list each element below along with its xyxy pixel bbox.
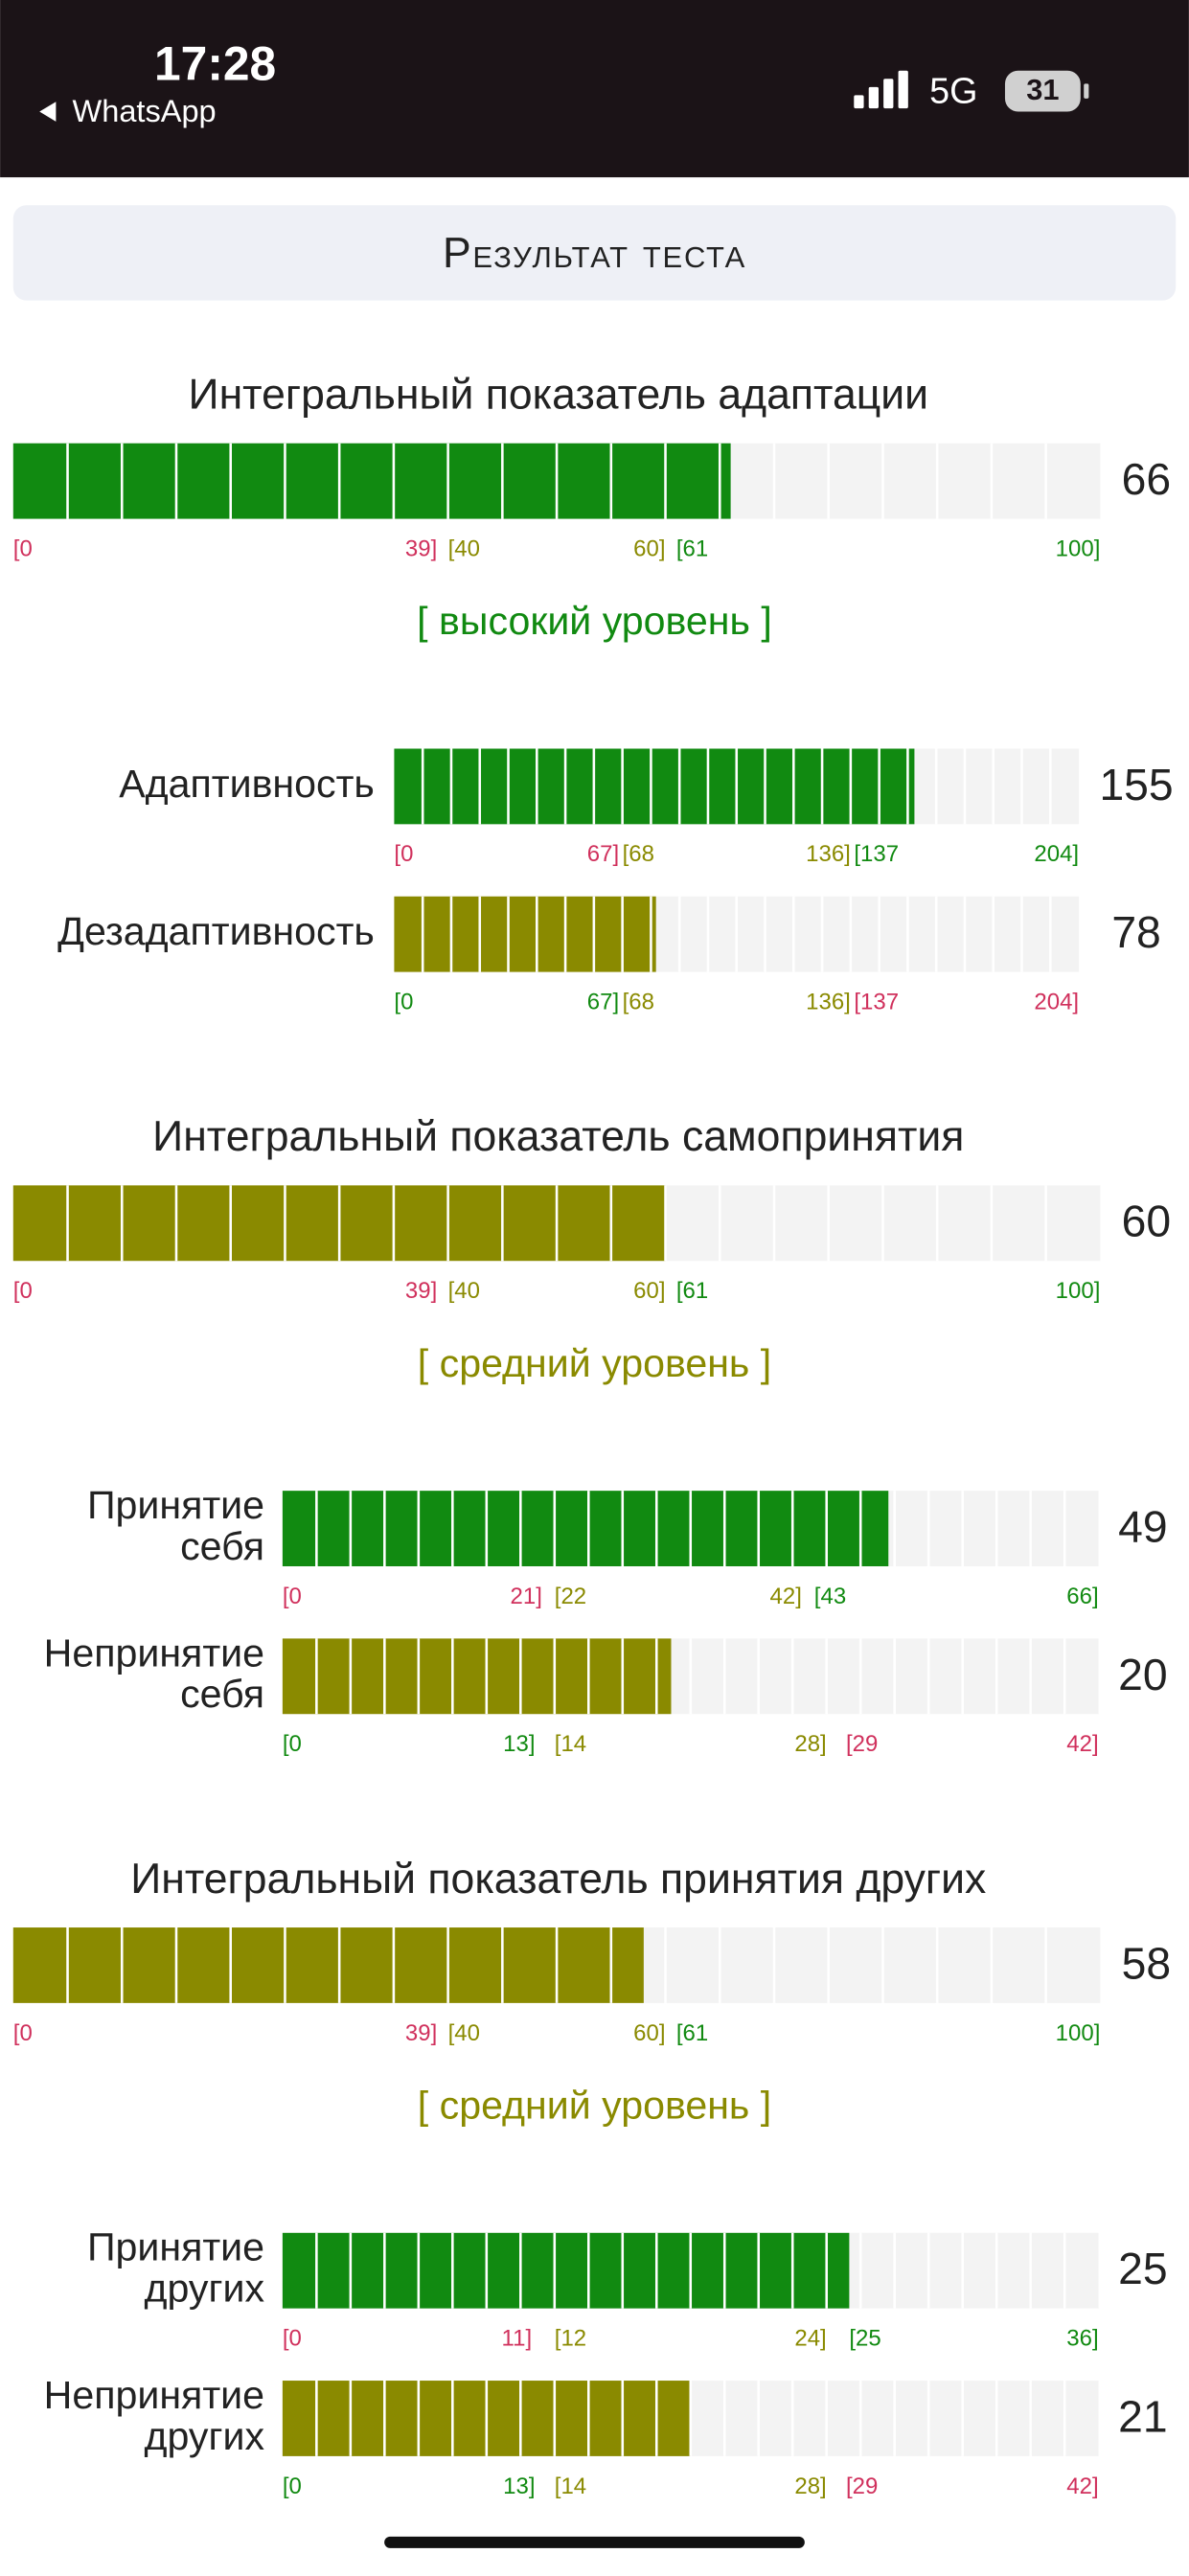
zone-start-label: [14 <box>555 1731 586 1757</box>
score-value: 155 <box>1099 760 1173 809</box>
zone-start-label: [0 <box>13 2020 33 2046</box>
subscale-label: себя <box>180 1672 264 1716</box>
battery-icon <box>1004 70 1081 112</box>
zone-end-label: 100] <box>1056 2020 1101 2046</box>
zone-start-label: [0 <box>283 2473 302 2499</box>
zone-start-label: [61 <box>676 1278 708 1304</box>
bar-fill <box>394 896 656 972</box>
zone-start-label: [61 <box>676 536 708 561</box>
zone-start-label: [29 <box>846 2473 878 2499</box>
subscale-label: Принятие <box>87 1483 264 1527</box>
zone-end-label: 13] <box>503 2473 535 2499</box>
zone-start-label: [68 <box>623 841 654 867</box>
score-value: 60 <box>1122 1197 1171 1246</box>
zone-start-label: [0 <box>283 1584 302 1609</box>
header-title: Результат теста <box>443 230 746 277</box>
zone-end-label: 60] <box>633 2020 665 2046</box>
zone-start-label: [25 <box>849 2326 880 2352</box>
header-box <box>12 205 1177 301</box>
subscale-label: Принятие <box>87 2225 264 2269</box>
zone-start-label: [0 <box>13 1278 33 1304</box>
zone-start-label: [0 <box>283 2326 302 2352</box>
zone-end-label: 11] <box>502 2326 533 2352</box>
bar-fill <box>282 1491 889 1566</box>
zone-end-label: 28] <box>794 1731 826 1757</box>
zone-end-label: 13] <box>503 1731 535 1757</box>
zone-start-label: [14 <box>555 2473 586 2499</box>
zone-end-label: 136] <box>806 989 851 1014</box>
zone-end-label: 66] <box>1066 1584 1098 1609</box>
zone-end-label: 36] <box>1066 2326 1098 2352</box>
zone-start-label: [137 <box>854 989 899 1014</box>
home-indicator <box>384 2536 805 2548</box>
subscale-label: Дезадаптивность <box>57 909 375 953</box>
zone-start-label: [0 <box>394 989 413 1014</box>
back-arrow[interactable] <box>39 102 57 122</box>
zone-end-label: 60] <box>633 536 665 561</box>
zone-start-label: [137 <box>854 841 899 867</box>
bar-fill <box>282 1638 672 1715</box>
score-value: 20 <box>1118 1650 1167 1699</box>
zone-end-label: 42] <box>770 1584 802 1609</box>
zone-start-label: [29 <box>846 1731 878 1757</box>
zone-start-label: [40 <box>448 2020 480 2046</box>
level-text: [ средний уровень ] <box>418 1341 771 1385</box>
zone-end-label: 24] <box>794 2326 826 2352</box>
subscale-label: себя <box>180 1524 264 1568</box>
zone-end-label: 42] <box>1066 1731 1098 1757</box>
subscale-label: других <box>145 2414 265 2458</box>
bar-fill <box>394 748 915 825</box>
zone-end-label: 39] <box>405 536 437 561</box>
bar-fill <box>282 2232 850 2309</box>
zone-end-label: 39] <box>405 2020 437 2046</box>
subscale-label: других <box>145 2267 265 2311</box>
zone-end-label: 39] <box>405 1278 437 1304</box>
section-title: Интегральный показатель адаптации <box>189 372 928 419</box>
back-app[interactable]: WhatsApp <box>73 94 217 128</box>
zone-end-label: 67] <box>587 841 619 867</box>
section-title: Интегральный показатель принятия других <box>130 1856 986 1903</box>
zone-end-label: 42] <box>1066 2473 1098 2499</box>
score-value: 49 <box>1118 1502 1167 1552</box>
score-value: 66 <box>1122 454 1171 504</box>
zone-start-label: [22 <box>555 1584 586 1609</box>
zone-end-label: 28] <box>794 2473 826 2499</box>
zone-start-label: [40 <box>448 1278 480 1304</box>
battery-level: 31 <box>1026 73 1059 106</box>
subscale-label: Непринятие <box>44 1630 264 1675</box>
signal-icon <box>854 70 908 109</box>
zone-start-label: [68 <box>623 989 654 1014</box>
zone-end-label: 204] <box>1034 989 1079 1014</box>
zone-start-label: [0 <box>283 1731 302 1757</box>
zone-end-label: 100] <box>1056 1278 1101 1304</box>
zone-end-label: 100] <box>1056 536 1101 561</box>
zone-start-label: [0 <box>13 536 33 561</box>
zone-end-label: 21] <box>511 1584 542 1609</box>
level-text: [ высокий уровень ] <box>417 599 772 643</box>
zone-start-label: [40 <box>448 536 480 561</box>
zone-end-label: 60] <box>633 1278 665 1304</box>
score-value: 21 <box>1118 2391 1167 2441</box>
section-title: Интегральный показатель самопринятия <box>152 1113 964 1160</box>
zone-start-label: [12 <box>555 2326 586 2352</box>
zone-end-label: 204] <box>1034 841 1079 867</box>
zone-end-label: 67] <box>587 989 619 1014</box>
network: 5G <box>929 71 977 111</box>
score-value: 25 <box>1118 2244 1167 2293</box>
level-text: [ средний уровень ] <box>418 2083 771 2127</box>
zone-start-label: [0 <box>394 841 413 867</box>
score-value: 58 <box>1122 1938 1171 1988</box>
score-value: 78 <box>1111 907 1160 957</box>
subscale-label: Непринятие <box>44 2373 264 2417</box>
battery-nub <box>1084 83 1089 99</box>
clock: 17:28 <box>154 36 276 90</box>
zone-start-label: [43 <box>814 1584 846 1609</box>
status-bar <box>0 0 1189 178</box>
bar-fill <box>12 1927 644 2003</box>
zone-end-label: 136] <box>806 841 851 867</box>
subscale-label: Адаптивность <box>119 762 375 806</box>
zone-start-label: [61 <box>676 2020 708 2046</box>
